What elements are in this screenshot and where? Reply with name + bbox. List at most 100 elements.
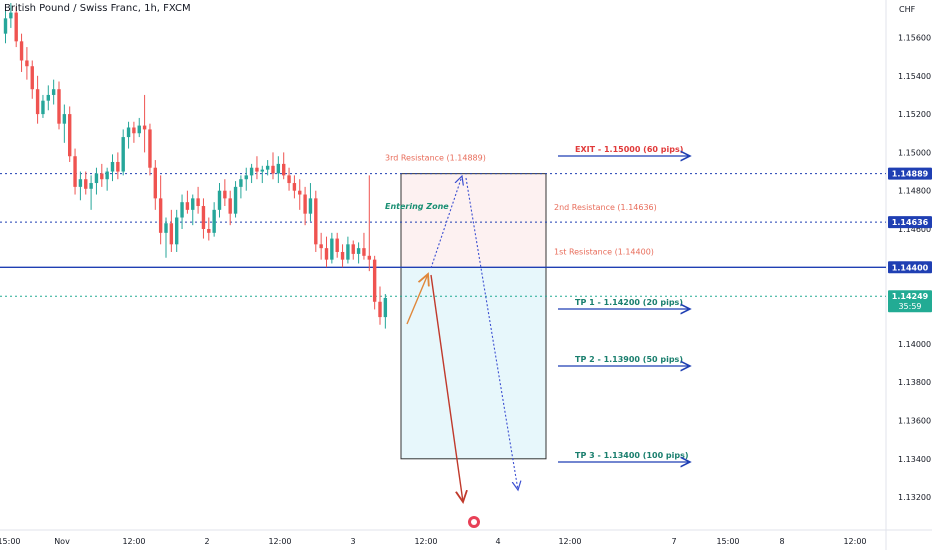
currency-label: CHF — [899, 5, 916, 14]
candle-body — [110, 161, 115, 172]
x-tick-label: 12:00 — [122, 537, 145, 546]
y-tick-label: 1.14800 — [898, 187, 931, 196]
y-tick-label: 1.15600 — [898, 34, 931, 43]
candle-body — [292, 183, 297, 191]
candle-body — [185, 202, 190, 210]
x-tick-label: 7 — [671, 537, 676, 546]
candle-body — [351, 244, 355, 254]
x-tick-label: Nov — [54, 537, 70, 546]
candle-body — [383, 297, 388, 318]
candle-body — [271, 165, 275, 174]
x-tick-label: 12:00 — [558, 537, 581, 546]
candle-body — [9, 12, 13, 19]
candle-body — [207, 229, 211, 233]
x-tick-label: 15:00 — [716, 537, 739, 546]
candle-body — [89, 183, 93, 189]
candle-body — [14, 12, 18, 42]
candle-body — [378, 301, 382, 318]
candle-body — [105, 171, 109, 180]
candle-body — [51, 89, 56, 95]
candle-body — [116, 161, 120, 172]
price-box — [888, 167, 932, 180]
x-tick-label: 12:00 — [843, 537, 866, 546]
take-profit-zone — [401, 267, 546, 459]
candle-body — [260, 169, 264, 172]
candle-body — [239, 179, 243, 187]
price-box — [888, 216, 932, 229]
x-tick-label: 8 — [779, 537, 784, 546]
candle-body — [233, 186, 238, 214]
entering-zone-label: Entering Zone — [385, 202, 449, 211]
candle-body — [244, 175, 248, 180]
candle-body — [180, 202, 184, 218]
candle-body — [142, 125, 147, 130]
candle-body — [223, 190, 227, 199]
price-box-label: 1.14889 — [892, 170, 929, 179]
position-box — [400, 173, 547, 460]
projected-path-down — [465, 177, 518, 490]
candle-body — [303, 194, 307, 214]
candle-body — [346, 244, 350, 260]
entry-arrow — [406, 274, 428, 325]
candle-body — [255, 167, 259, 172]
candle-body — [191, 198, 195, 210]
candle-body — [362, 248, 366, 256]
candle-body — [335, 238, 339, 252]
candle-body — [282, 163, 286, 176]
x-tick-label: 12:00 — [414, 537, 437, 546]
price-box-label: 1.14249 — [892, 292, 929, 301]
candle-body — [169, 223, 174, 245]
candle-body — [153, 167, 157, 199]
price-box-label: 1.14636 — [892, 218, 929, 227]
candle-body — [287, 175, 291, 184]
candle-body — [94, 173, 99, 184]
candle-body — [132, 127, 136, 134]
y-tick-label: 1.14600 — [898, 225, 931, 234]
candle-body — [201, 206, 206, 229]
x-tick-label: 12:00 — [268, 537, 291, 546]
x-tick-label: 15:00 — [0, 537, 21, 546]
candle-body — [158, 198, 163, 233]
candle-body — [100, 173, 104, 180]
x-tick-label: 4 — [495, 537, 500, 546]
y-tick-label: 1.13200 — [898, 493, 931, 502]
candle-body — [25, 60, 29, 67]
candle-body — [137, 125, 141, 134]
y-tick-label: 1.14000 — [898, 340, 931, 349]
candle-body — [62, 114, 67, 124]
x-tick-label: 2 — [204, 537, 209, 546]
candle-body — [314, 198, 318, 245]
y-tick-label: 1.13400 — [898, 455, 931, 464]
drop-arrow — [430, 274, 463, 502]
y-tick-label: 1.13600 — [898, 417, 931, 426]
candle-body — [298, 190, 302, 195]
projected-path-up — [430, 176, 462, 269]
resistance-3-label: 3rd Resistance (1.14889) — [385, 154, 486, 163]
candle-body — [276, 163, 281, 174]
candle-body — [84, 179, 88, 189]
candle-body — [78, 179, 83, 187]
y-tick-label: 1.15000 — [898, 148, 931, 157]
candle-body — [30, 66, 34, 90]
candle-body — [372, 259, 377, 302]
candle-body — [249, 167, 254, 176]
candle-body — [3, 18, 8, 34]
price-box — [888, 261, 932, 274]
candle-body — [57, 89, 61, 124]
candle-body — [340, 251, 345, 260]
resistance-2-label: 2nd Resistance (1.14636) — [554, 203, 657, 212]
candle-body — [330, 238, 334, 260]
candle-body — [68, 114, 72, 157]
candle-body — [196, 198, 200, 207]
target-label: TP 3 - 1.13400 (100 pips) — [575, 451, 689, 460]
candle-body — [319, 244, 323, 249]
y-tick-label: 1.15200 — [898, 110, 931, 119]
resistance-1-label: 1st Resistance (1.14400) — [554, 247, 654, 256]
candle-body — [126, 127, 131, 138]
candle-body — [19, 41, 24, 61]
candle-body — [35, 89, 40, 115]
candle-body — [308, 198, 313, 214]
y-tick-label: 1.13800 — [898, 378, 931, 387]
candle-body — [46, 94, 50, 101]
